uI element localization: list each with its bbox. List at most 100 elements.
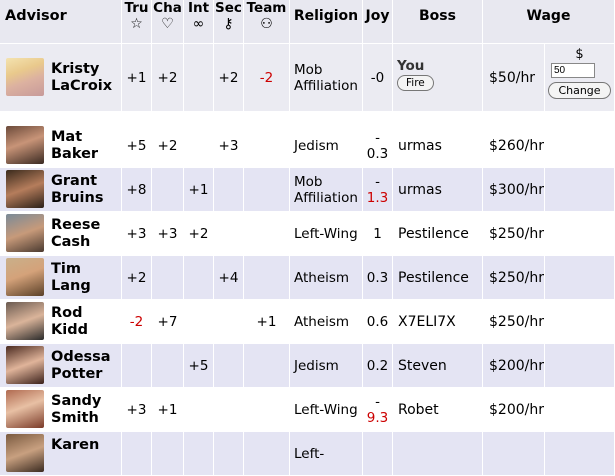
advisor-cell: Tim Lang — [0, 256, 122, 300]
col-cha-label: Cha — [153, 0, 182, 16]
wage-value: $250/hr — [483, 256, 545, 300]
religion-value: Mob Affiliation — [290, 44, 363, 112]
fire-button[interactable]: Fire — [397, 75, 434, 91]
wage-value — [483, 432, 545, 476]
wage-editor-empty — [545, 168, 615, 212]
col-team-label: Team — [246, 0, 287, 16]
team-value — [244, 256, 290, 300]
boss-value[interactable] — [393, 432, 483, 476]
religion-value: Jedism — [290, 124, 363, 168]
wage-value: $50/hr — [483, 44, 545, 112]
boss-value[interactable]: urmas — [393, 168, 483, 212]
advisor-cell: Odessa Potter — [0, 344, 122, 388]
cha-value: +7 — [152, 300, 184, 344]
wage-value: $250/hr — [483, 212, 545, 256]
sec-value — [214, 388, 244, 432]
int-value — [184, 300, 214, 344]
sec-value: +3 — [214, 124, 244, 168]
table-row: Tim Lang +2 +4 Atheism 0.3 Pestilence $250/hr — [0, 256, 615, 300]
infinity-icon: ∞ — [192, 16, 205, 32]
team-value — [244, 344, 290, 388]
advisor-name[interactable]: Grant Bruins — [51, 173, 104, 206]
int-value: +5 — [184, 344, 214, 388]
advisor-cell: Grant Bruins — [0, 168, 122, 212]
boss-cell: You Fire — [393, 44, 483, 112]
boss-value[interactable]: X7ELI7X — [393, 300, 483, 344]
joy-value: 1 — [363, 212, 393, 256]
avatar — [6, 214, 44, 252]
advisor-name[interactable]: Rod Kidd — [51, 305, 88, 338]
star-icon: ☆ — [130, 16, 143, 32]
tru-value: -2 — [122, 300, 152, 344]
joy-value — [363, 432, 393, 476]
tru-value — [122, 432, 152, 476]
tru-value: +5 — [122, 124, 152, 168]
boss-value[interactable]: urmas — [393, 124, 483, 168]
wage-editor-empty — [545, 344, 615, 388]
int-value — [184, 44, 214, 112]
current-advisor-row: Kristy LaCroix +1 +2 +2 -2 Mob Affiliati… — [0, 44, 615, 112]
currency-label: $ — [575, 47, 584, 62]
table-row: Sandy Smith +3 +1 Left-Wing -9.3 Robet $200/hr — [0, 388, 615, 432]
int-value — [184, 124, 214, 168]
tru-value: +1 — [122, 44, 152, 112]
wage-value: $200/hr — [483, 344, 545, 388]
joy-value: -1.3 — [363, 168, 393, 212]
change-button[interactable]: Change — [548, 82, 611, 99]
religion-value: Atheism — [290, 300, 363, 344]
cha-value — [152, 256, 184, 300]
wage-editor-empty — [545, 256, 615, 300]
wage-editor: $ Change — [545, 44, 615, 112]
sec-value — [214, 168, 244, 212]
joy-sign: - — [375, 173, 380, 190]
joy-value: 0.3 — [363, 256, 393, 300]
table-row: Grant Bruins +8 +1 Mob Affiliation -1.3 urmas… — [0, 168, 615, 212]
avatar — [6, 302, 44, 340]
joy-value: -0 — [363, 44, 393, 112]
wage-editor-empty — [545, 388, 615, 432]
team-value: +1 — [244, 300, 290, 344]
team-value: -2 — [244, 44, 290, 112]
advisor-name[interactable]: Sandy Smith — [51, 393, 102, 426]
avatar — [6, 170, 44, 208]
avatar — [6, 258, 44, 296]
sec-value — [214, 344, 244, 388]
joy-number: 9.3 — [366, 409, 389, 426]
wage-value: $260/hr — [483, 124, 545, 168]
advisor-name[interactable]: Karen — [51, 437, 100, 453]
joy-number: 1.3 — [366, 189, 389, 206]
advisor-name[interactable]: Mat Baker — [51, 129, 99, 162]
team-value — [244, 124, 290, 168]
avatar — [6, 390, 44, 428]
team-value — [244, 168, 290, 212]
advisor-cell: Reese Cash — [0, 212, 122, 256]
religion-value: Jedism — [290, 344, 363, 388]
col-sec: Sec ⚷ — [214, 0, 244, 44]
advisor-cell: Karen — [0, 432, 122, 476]
tru-value: +3 — [122, 212, 152, 256]
boss-value[interactable]: Pestilence — [393, 212, 483, 256]
joy-value: -9.3 — [363, 388, 393, 432]
table-row: Odessa Potter +5 Jedism 0.2 Steven $200/hr — [0, 344, 615, 388]
boss-value[interactable]: Robet — [393, 388, 483, 432]
tru-value: +2 — [122, 256, 152, 300]
wage-input[interactable] — [551, 63, 595, 78]
people-icon: ⚇ — [260, 16, 273, 32]
sec-value: +4 — [214, 256, 244, 300]
religion-value: Atheism — [290, 256, 363, 300]
advisor-name[interactable]: Tim Lang — [51, 261, 91, 294]
religion-value: Mob Affiliation — [290, 168, 363, 212]
advisor-name[interactable]: Odessa Potter — [51, 349, 111, 382]
advisor-name[interactable]: Reese Cash — [51, 217, 101, 250]
cha-value — [152, 168, 184, 212]
advisor-name[interactable]: Kristy LaCroix — [51, 61, 113, 94]
boss-you-label: You — [397, 58, 425, 74]
wage-editor-empty — [545, 432, 615, 476]
boss-value[interactable]: Steven — [393, 344, 483, 388]
wage-editor-empty — [545, 212, 615, 256]
religion-value: Left-Wing — [290, 212, 363, 256]
cha-value: +2 — [152, 124, 184, 168]
wage-editor-empty — [545, 124, 615, 168]
boss-value[interactable]: Pestilence — [393, 256, 483, 300]
col-int: Int ∞ — [184, 0, 214, 44]
